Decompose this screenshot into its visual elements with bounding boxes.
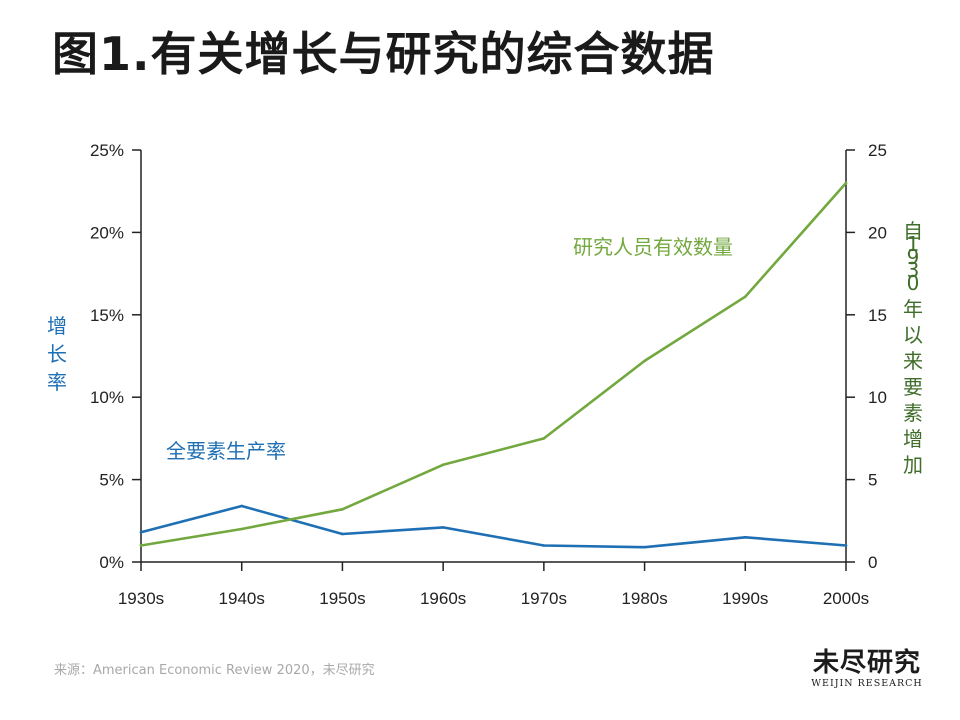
brand-name-en: WEIJIN RESEARCH xyxy=(811,678,923,689)
right-y-tick-label: 0 xyxy=(868,553,877,572)
data-point-researchers xyxy=(643,359,646,363)
brand-name-cn: 未尽研究 xyxy=(812,648,921,678)
series-label-tfp: 全要素生产率 xyxy=(166,439,286,463)
x-tick-label: 2000s xyxy=(823,589,869,608)
right-y-tick-label: 15 xyxy=(868,306,887,325)
data-point-tfp xyxy=(542,544,546,547)
source-note: 来源：American Economic Review 2020，未尽研究 xyxy=(54,663,375,678)
brand-logo: 未尽研究 WEIJIN RESEARCH xyxy=(808,648,926,690)
right-y-tick-label: 5 xyxy=(868,471,877,490)
left-y-tick-label: 20% xyxy=(90,223,124,242)
left-y-tick-label: 0% xyxy=(99,553,124,572)
data-point-researchers xyxy=(240,527,244,531)
left-y-tick-label: 5% xyxy=(99,471,124,490)
right-axis-title-text: 自 1 9 3 0 年以来要素增加 xyxy=(903,219,923,477)
x-tick-label: 1980s xyxy=(621,589,667,608)
right-y-tick-label: 10 xyxy=(868,388,887,407)
chart-ticks: 0% 5% 10% 15% 20% 25% 0 5 10 15 20 25 1930s 1940s 1950… xyxy=(90,141,887,608)
left-y-tick-label: 25% xyxy=(90,141,124,160)
x-tick-label: 1940s xyxy=(219,589,265,608)
data-point-researchers xyxy=(441,463,445,467)
data-point-tfp xyxy=(240,504,244,508)
right-y-tick-label: 25 xyxy=(868,141,887,160)
x-tick-label: 1930s xyxy=(118,589,164,608)
series-label-researchers: 研究人员有效数量 xyxy=(573,235,733,259)
data-point-tfp xyxy=(743,535,747,539)
data-point-tfp xyxy=(441,526,445,529)
x-tick-label: 1960s xyxy=(420,589,466,608)
left-y-tick-label: 15% xyxy=(90,306,124,325)
series-line-tfp xyxy=(139,504,848,549)
right-axis-title: 自 1 9 3 0 年以来要素增加 xyxy=(903,219,923,477)
series-line-researchers xyxy=(139,181,848,547)
data-point-researchers xyxy=(844,181,848,185)
x-tick-label: 1950s xyxy=(319,589,365,608)
data-point-researchers xyxy=(542,437,546,440)
data-point-tfp xyxy=(643,545,646,549)
data-point-researchers xyxy=(341,507,344,511)
x-tick-label: 1970s xyxy=(521,589,567,608)
left-y-tick-label: 10% xyxy=(90,388,124,407)
data-point-researchers xyxy=(139,544,143,547)
data-point-tfp xyxy=(844,544,848,547)
left-axis-title-text: 增长率 xyxy=(47,314,67,394)
data-point-tfp xyxy=(139,531,143,534)
chart-series xyxy=(139,181,848,549)
right-y-tick-label: 20 xyxy=(868,223,887,242)
data-point-tfp xyxy=(341,532,344,536)
x-tick-label: 1990s xyxy=(722,589,768,608)
data-point-researchers xyxy=(743,295,747,298)
chart-axes xyxy=(140,150,847,563)
left-axis-title: 增长率 xyxy=(47,314,67,394)
page-title: 图1.有关增长与研究的综合数据 xyxy=(52,27,715,81)
